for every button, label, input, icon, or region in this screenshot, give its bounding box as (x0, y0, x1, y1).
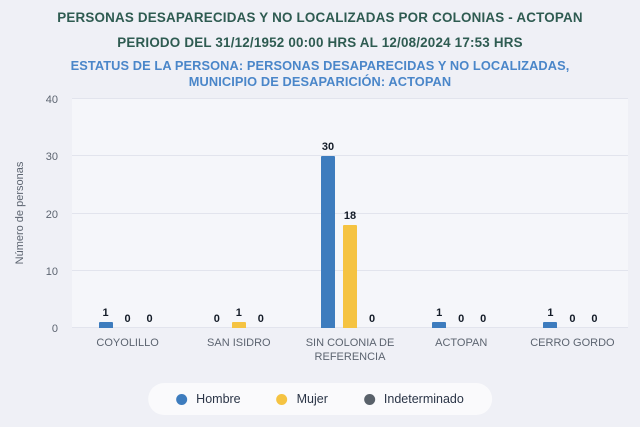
bar-groups: 1 0 0 0 1 0 30 18 0 1 0 0 1 0 0 (72, 99, 628, 328)
bar-slot-hombre-cerro-gordo: 1 (539, 307, 561, 328)
bar-slot-mujer-cerro-gordo: 0 (561, 313, 583, 328)
bar-value-label: 0 (591, 313, 598, 325)
bar-slot-mujer-sin-colonia-de-referencia: 18 (339, 210, 361, 328)
bar-value-label: 1 (235, 307, 242, 319)
bar-value-label: 0 (146, 313, 153, 325)
chart-title-line1: PERSONAS DESAPARECIDAS Y NO LOCALIZADAS … (57, 10, 583, 25)
bar-slot-mujer-coyolillo: 0 (117, 313, 139, 328)
bar-value-label: 30 (321, 141, 335, 153)
bar-group-cerro-gordo: 1 0 0 (517, 99, 628, 328)
x-axis-label-actopan: ACTOPAN (435, 337, 488, 349)
legend-dot-icon (276, 393, 288, 405)
legend-item-mujer: Mujer (276, 392, 328, 406)
bar-hombre (321, 156, 335, 328)
x-axis-labels: COYOLILLO SAN ISIDRO SIN COLONIA DE REFERE… (72, 336, 628, 364)
bar-value-label: 0 (480, 313, 487, 325)
bar-hombre (98, 322, 113, 328)
legend-label: Hombre (196, 392, 241, 406)
bar-value-label: 0 (368, 313, 376, 325)
bar-hombre (432, 322, 447, 328)
x-axis-label-coyolillo: COYOLILLO (96, 337, 159, 349)
legend-item-indeterminado: Indeterminado (363, 392, 464, 406)
bar-slot-hombre-san-isidro: 0 (206, 313, 228, 328)
gridline-y-40 (72, 98, 628, 99)
bar-slot-indeterminado-cerro-gordo: 0 (583, 313, 605, 328)
bar-slot-indeterminado-sin-colonia-de-referencia: 0 (361, 313, 383, 328)
gridline-y-30 (72, 155, 628, 157)
chart-subtitle-line1: ESTATUS DE LA PERSONA: PERSONAS DESAPARE… (70, 58, 570, 73)
legend-dot-icon (176, 393, 188, 405)
chart-title-line2: PERIODO DEL 31/12/1952 00:00 HRS AL 12/0… (117, 35, 523, 50)
legend-dot-icon (363, 393, 375, 405)
bar-slot-hombre-coyolillo: 1 (95, 307, 117, 328)
gridline-y-20 (72, 212, 628, 214)
y-axis-tick-10: 10 (45, 265, 58, 278)
bar-mujer (343, 225, 357, 328)
bar-group-san-isidro: 0 1 0 (183, 99, 294, 328)
bar-hombre (543, 322, 558, 328)
bar-slot-indeterminado-coyolillo: 0 (139, 313, 161, 328)
bar-value-label: 0 (257, 313, 264, 325)
bar-slot-hombre-sin-colonia-de-referencia: 30 (317, 141, 339, 328)
bar-value-label: 1 (102, 307, 109, 319)
bar-slot-mujer-san-isidro: 1 (228, 307, 250, 328)
legend-item-hombre: Hombre (176, 392, 241, 406)
bar-group-coyolillo: 1 0 0 (72, 99, 183, 328)
chart-subtitle-line2: MUNICIPIO DE DESAPARICIÓN: ACTOPAN (188, 74, 452, 89)
x-axis-label-sin-colonia-de-referencia: SIN COLONIA DE REFERENCIA (305, 337, 395, 363)
bar-slot-mujer-actopan: 0 (450, 313, 472, 328)
x-axis-label-cerro-gordo: CERRO GORDO (530, 337, 615, 349)
y-axis-title: Número de personas (14, 161, 26, 265)
bar-group-sin-colonia-de-referencia: 30 18 0 (294, 99, 405, 328)
bar-slot-indeterminado-san-isidro: 0 (250, 313, 272, 328)
y-axis-tick-40: 40 (45, 94, 58, 106)
bar-value-label: 0 (569, 313, 576, 325)
legend-label: Mujer (296, 392, 328, 406)
legend: Hombre Mujer Indeterminado (148, 383, 492, 415)
bar-value-label: 18 (343, 210, 357, 222)
y-axis-tick-0: 0 (51, 323, 58, 335)
bar-value-label: 1 (436, 307, 443, 319)
plot-area: 0 10 20 30 40 1 0 0 0 1 0 30 18 0 1 0 0 1 0 0 (46, 94, 628, 335)
bar-group-actopan: 1 0 0 (406, 99, 517, 328)
bar-value-label: 0 (124, 313, 131, 325)
y-axis-tick-30: 30 (45, 151, 58, 164)
legend-label: Indeterminado (383, 392, 464, 406)
y-axis-tick-20: 20 (45, 208, 58, 221)
bar-slot-indeterminado-actopan: 0 (472, 313, 494, 328)
bar-value-label: 0 (213, 313, 220, 325)
x-axis-label-san-isidro: SAN ISIDRO (207, 337, 271, 349)
bar-slot-hombre-actopan: 1 (428, 307, 450, 328)
bar-value-label: 0 (458, 313, 465, 325)
bar-value-label: 1 (547, 307, 554, 319)
bar-mujer (231, 322, 246, 328)
